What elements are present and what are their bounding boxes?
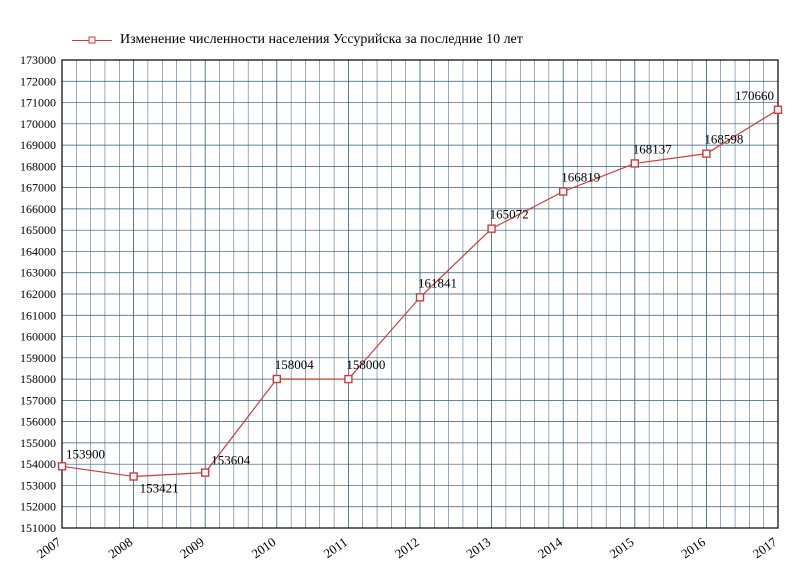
y-tick-label: 166000 — [20, 202, 56, 216]
data-marker — [130, 473, 137, 480]
data-marker — [560, 188, 567, 195]
y-tick-label: 164000 — [20, 244, 56, 258]
x-tick-label: 2007 — [34, 534, 64, 561]
data-label: 170660 — [735, 88, 774, 103]
x-tick-label: 2015 — [607, 534, 637, 561]
y-tick-label: 168000 — [20, 159, 56, 173]
y-tick-label: 161000 — [20, 308, 56, 322]
data-label: 165072 — [490, 207, 529, 222]
x-tick-label: 2010 — [249, 534, 279, 561]
y-tick-label: 158000 — [20, 372, 56, 386]
data-marker — [631, 160, 638, 167]
y-tick-label: 171000 — [20, 96, 56, 110]
legend: Изменение численности населения Уссурийс… — [72, 32, 523, 48]
y-tick-label: 167000 — [20, 181, 56, 195]
data-marker — [345, 376, 352, 383]
y-tick-label: 160000 — [20, 330, 56, 344]
y-tick-label: 169000 — [20, 138, 56, 152]
y-tick-label: 170000 — [20, 117, 56, 131]
y-tick-label: 157000 — [20, 393, 56, 407]
y-tick-label: 152000 — [20, 500, 56, 514]
y-tick-label: 153000 — [20, 478, 56, 492]
y-tick-label: 151000 — [20, 521, 56, 535]
y-tick-label: 159000 — [20, 351, 56, 365]
data-label: 158000 — [346, 357, 385, 372]
data-label: 166819 — [561, 169, 600, 184]
y-tick-label: 156000 — [20, 415, 56, 429]
x-tick-label: 2008 — [105, 534, 135, 561]
data-label: 161841 — [418, 275, 457, 290]
data-label: 153900 — [66, 446, 105, 461]
data-marker — [59, 463, 66, 470]
data-label: 168598 — [704, 132, 743, 147]
x-tick-label: 2014 — [535, 534, 565, 561]
y-tick-label: 165000 — [20, 223, 56, 237]
data-label: 158004 — [275, 357, 315, 372]
legend-label: Изменение численности населения Уссурийс… — [120, 32, 523, 48]
data-marker — [703, 150, 710, 157]
y-tick-label: 172000 — [20, 74, 56, 88]
data-marker — [488, 225, 495, 232]
y-tick-label: 163000 — [20, 266, 56, 280]
y-tick-label: 162000 — [20, 287, 56, 301]
x-tick-label: 2011 — [321, 534, 351, 561]
data-label: 153421 — [140, 480, 179, 495]
data-marker — [417, 294, 424, 301]
data-marker — [273, 376, 280, 383]
data-label: 153604 — [211, 453, 251, 468]
data-label: 168137 — [633, 141, 673, 156]
line-chart: 151000 152000 153000 154000 155000 156000 1570… — [0, 0, 800, 588]
x-tick-label: 2017 — [750, 534, 780, 561]
x-tick-label: 2012 — [392, 534, 422, 561]
x-tick-label: 2009 — [177, 534, 207, 561]
y-tick-label: 154000 — [20, 457, 56, 471]
x-tick-label: 2013 — [463, 534, 493, 561]
y-tick-label: 173000 — [20, 53, 56, 67]
x-tick-label: 2016 — [678, 534, 708, 561]
chart-container: Изменение численности населения Уссурийс… — [0, 0, 800, 588]
y-tick-label: 155000 — [20, 436, 56, 450]
legend-marker-icon — [72, 35, 112, 45]
data-marker — [775, 106, 782, 113]
data-marker — [202, 469, 209, 476]
